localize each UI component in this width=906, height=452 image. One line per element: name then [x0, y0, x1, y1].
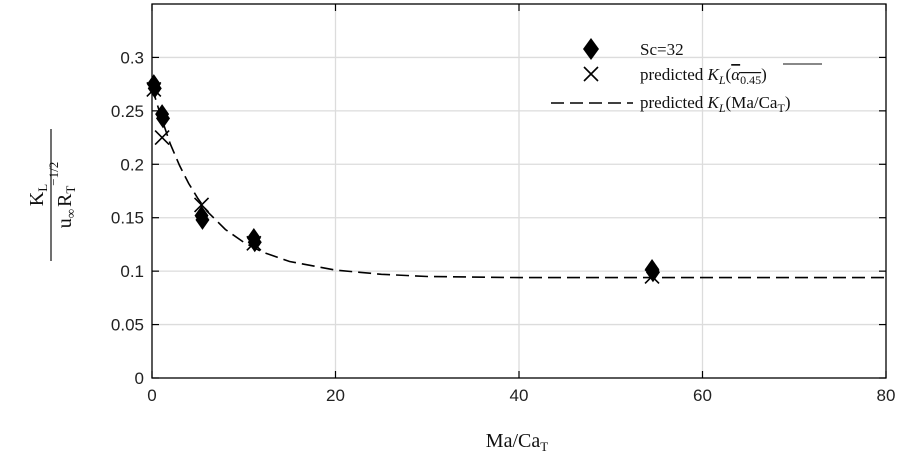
legend: Sc=32 predicted KL(α0.45) predicted KL(M…	[551, 38, 822, 115]
legend-entry-predicted-ma: predicted KL(Ma/CaT)	[551, 93, 791, 115]
x-tick-label: 20	[326, 386, 345, 405]
plot-frame	[151, 3, 887, 379]
sc32-diamond-point	[156, 108, 171, 129]
dashed-curve	[151, 87, 886, 279]
y-num-main: K	[26, 191, 48, 206]
predicted-alpha-x-point	[154, 130, 170, 146]
predicted-alpha-x-point	[146, 81, 162, 98]
x-tick-label: 0	[147, 386, 156, 405]
legend-alpha-open: (	[726, 65, 732, 84]
y-den-sub2: T	[63, 186, 78, 194]
legend-ma-ksub: L	[718, 101, 726, 115]
legend-ma-argsub: T	[777, 101, 785, 115]
y-den-sup2: −1/2	[46, 162, 61, 186]
legend-label-sc32: Sc=32	[640, 40, 684, 59]
sc32-diamond-point	[645, 262, 660, 283]
y-tick-label: 0.05	[111, 316, 144, 335]
legend-entry-predicted-alpha: predicted KL(α0.45)	[583, 63, 822, 87]
legend-label-predicted-ma: predicted KL(Ma/CaT)	[640, 93, 791, 115]
legend-alpha-ksub: L	[718, 73, 726, 87]
legend-alpha-prefix: predicted	[640, 65, 708, 84]
y-tick-label: 0.25	[111, 102, 144, 121]
legend-ma-open: (	[726, 93, 732, 112]
y-tick-label: 0.2	[120, 155, 144, 174]
y-axis-label-numerator: KL	[26, 184, 50, 206]
y-tick-label: 0.3	[120, 48, 144, 67]
x-tick-label: 60	[693, 386, 712, 405]
grid	[152, 4, 886, 378]
y-den-main2: R	[54, 193, 76, 207]
legend-ma-close: )	[785, 93, 791, 112]
legend-alpha-close: )	[761, 65, 767, 84]
sc32-diamond-point	[195, 209, 210, 230]
predicted-alpha-x-point	[246, 235, 262, 251]
legend-label-predicted-alpha: predicted KL(α0.45)	[640, 65, 767, 87]
predicted-alpha-x-point	[193, 197, 210, 213]
x-tick-label: 40	[510, 386, 529, 405]
predicted-alpha-x-point	[644, 268, 660, 285]
y-axis-label: KL u∞ RT−1/2	[26, 129, 78, 261]
y-tick-label: 0.1	[120, 262, 144, 281]
legend-alpha-k: K	[707, 65, 721, 84]
y-num-sub: L	[35, 184, 50, 192]
legend-x-marker	[583, 66, 599, 82]
y-tick-label: 0.15	[111, 209, 144, 228]
legend-ma-prefix: predicted	[640, 93, 708, 112]
data-markers	[146, 74, 660, 285]
legend-entry-sc32: Sc=32	[583, 38, 684, 60]
legend-diamond-marker	[583, 38, 599, 60]
legend-alpha-symbol: α	[731, 65, 741, 84]
x-axis-label-sub: T	[540, 439, 548, 452]
x-axis-label: Ma/CaT	[486, 430, 548, 452]
legend-ma-arg: Ma/Ca	[731, 93, 778, 112]
predicted-ma-dashed-curve	[151, 87, 886, 279]
x-axis-label-main: Ma/Ca	[486, 430, 541, 452]
y-axis-label-denominator: u∞ RT−1/2	[46, 162, 78, 229]
y-tick-label: 0	[135, 369, 144, 388]
tick-labels: 0 20 40 60 80 0 0.05 0.1 0.15 0.2 0.25 0.3	[111, 48, 896, 405]
legend-alpha-sub: 0.45	[740, 73, 761, 87]
y-den-sub: ∞	[63, 209, 78, 218]
y-den-main: u	[54, 218, 76, 228]
x-tick-label: 80	[877, 386, 896, 405]
legend-ma-k: K	[707, 93, 721, 112]
